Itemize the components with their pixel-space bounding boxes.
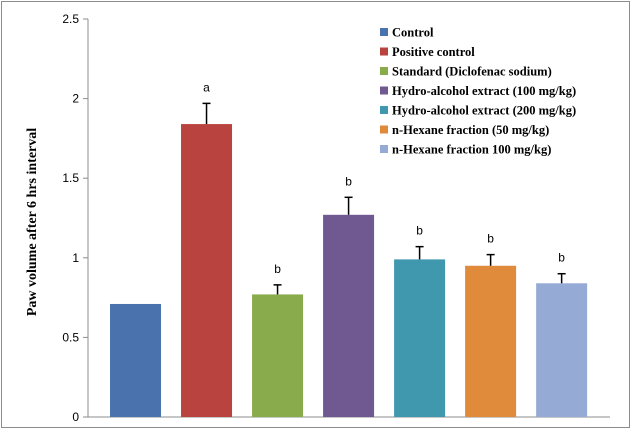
legend-swatch <box>380 106 388 114</box>
significance-label: a <box>203 80 210 94</box>
y-tick-label: 1.5 <box>62 171 79 185</box>
legend-label: Control <box>392 26 434 40</box>
bar <box>110 304 161 417</box>
legend: Control Positive control Standard (Diclofe… <box>380 26 576 157</box>
bar <box>323 215 374 417</box>
significance-label: b <box>345 174 352 188</box>
significance-label: b <box>487 232 494 246</box>
bar <box>252 294 303 417</box>
legend-label: n-Hexane fraction 100 mg/kg) <box>392 143 551 157</box>
legend-label: Hydro-alcohol extract (100 mg/kg) <box>392 84 576 98</box>
bar <box>181 124 232 417</box>
legend-label: Standard (Diclofenac sodium) <box>392 65 552 79</box>
significance-label: b <box>558 251 565 265</box>
bar <box>465 266 516 417</box>
y-tick-label: 1 <box>72 251 79 265</box>
legend-swatch <box>380 67 388 75</box>
y-tick-label: 0.5 <box>62 330 79 344</box>
y-tick-label: 0 <box>72 410 79 424</box>
y-tick-label: 2.5 <box>62 12 79 26</box>
significance-label: b <box>274 262 281 276</box>
legend-label: Positive control <box>392 45 475 59</box>
legend-swatch <box>380 126 388 134</box>
legend-swatch <box>380 87 388 95</box>
legend-swatch <box>380 48 388 56</box>
bar <box>394 259 445 417</box>
legend-label: Hydro-alcohol extract (200 mg/kg) <box>392 104 576 118</box>
bar <box>536 283 587 417</box>
legend-swatch <box>380 28 388 36</box>
y-axis-label: Paw volume after 6 hrs interval <box>25 128 40 316</box>
y-tick-label: 2 <box>72 92 79 106</box>
legend-swatch <box>380 145 388 153</box>
significance-label: b <box>416 224 423 238</box>
legend-label: n-Hexane fraction (50 mg/kg) <box>392 123 549 137</box>
